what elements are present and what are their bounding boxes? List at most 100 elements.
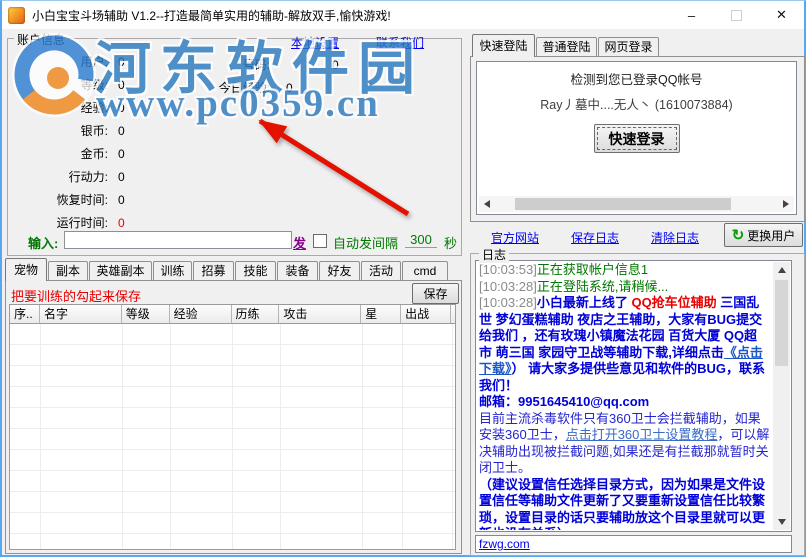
log-segment: [10:03:28] [479,295,537,310]
account-fields-left: 用户: 0 等级: 0 经验: 0 银币: 0 金币: 0 行动力: 0 恢复时间: 0 运行时间: 0 [20,50,125,234]
grid-line [362,324,363,549]
log-entry: [10:03:28]正在登陆系统,请稍候... [479,279,770,296]
log-segment: ，可以解决辅助出现被拦截问题,如果还是有拦截那就暂时关闭卫士。 [479,427,770,475]
grid-line [122,324,123,549]
column-header[interactable]: 历练 [231,305,280,323]
titlebar: 小白宝宝斗场辅助 V1.2--打造最简单实用的辅助-解放双手,愉快游戏! – ✕ [2,1,804,29]
send-link[interactable]: 发 [293,236,307,251]
login-tab[interactable]: 网页登录 [598,37,659,57]
save-log-link[interactable]: 保存日志 [571,231,620,245]
feature-tab[interactable]: 技能 [235,261,276,281]
log-text: [10:03:53]正在获取帐户信息1 [10:03:28]正在登陆系统,请稍候.… [479,262,770,530]
chevron-down-icon[interactable] [773,514,790,530]
detected-account-text: 检测到您已登录QQ帐号 [570,73,703,87]
feature-tab[interactable]: 装备 [277,261,318,281]
refresh-icon: ↻ [731,226,745,244]
chevron-up-icon[interactable] [773,262,790,278]
save-button[interactable]: 保存 [412,283,459,304]
login-tab[interactable]: 普通登陆 [536,37,597,57]
grid-line [452,324,453,549]
account-field: 号码: 0 [242,57,339,73]
log-entry: 邮箱：9951645410@qq.com [479,394,770,411]
grid-line [170,324,171,549]
close-button[interactable]: ✕ [759,1,804,29]
chevron-right-icon[interactable] [778,196,794,212]
account-field: 行动力: 0 [68,169,125,185]
chevron-left-icon[interactable] [479,196,495,212]
log-segment: QQ抢车位辅助 [631,295,717,310]
scrollbar-thumb[interactable] [775,280,788,366]
log-scrollbar[interactable] [773,262,790,530]
column-header[interactable]: 经验 [169,305,232,323]
log-entry: 目前主流杀毒软件只有360卫士会拦截辅助，如果安装360卫士，点击打开360卫士… [479,411,770,477]
account-field: 运行时间: 0 [56,215,125,231]
login-panel: 检测到您已登录QQ帐号 Ray丿墓中....无人丶 (1610073884) 快… [476,61,797,215]
feature-tab[interactable]: 好友 [319,261,360,281]
account-field: 用户: 0 [80,54,125,70]
log-entry: （建议设置信任选择目录方式，因为如果是文件设置信任等辅助文件更新了又要重新设置信… [479,477,770,531]
account-field: 恢复时间: 0 [56,192,125,208]
log-segment: [10:03:28] [479,278,537,294]
fzwg-link[interactable]: fzwg.com [479,537,530,551]
feature-tabs: 宠物 副本 英雄副本 训练 招募 技能 装备 好友 活动 cmd [5,258,449,281]
pets-table-header: 序.. 名字 等级 经验 历练 攻击星出战 [9,304,456,324]
feature-tab[interactable]: 宠物 [5,258,47,281]
column-header[interactable]: 攻击 [279,305,362,323]
account-groupbox-title: 账户信息 [14,31,69,48]
window-title: 小白宝宝斗场辅助 V1.2--打造最简单实用的辅助-解放双手,愉快游戏! [32,8,391,23]
close-icon: ✕ [776,7,787,22]
log-segment: 邮箱：9951645410@qq.com [479,394,650,409]
feature-tab[interactable]: 活动 [361,261,401,281]
grid-line [402,324,403,549]
log-link[interactable]: 点击打开360卫士设置教程 [565,427,718,442]
grid-line [232,324,233,549]
minimize-button[interactable]: – [669,1,714,29]
log-groupbox-title: 日志 [479,246,510,263]
scrollbar-thumb[interactable] [515,198,731,210]
column-header[interactable]: 序.. [10,305,40,323]
account-field: 经验: 0 [80,100,125,116]
qq-account-text: Ray丿墓中....无人丶 (1610073884) [540,98,733,112]
log-segment: 正在登陆系统,请稍候... [536,278,669,294]
log-segment: 小白最新上线了 [536,295,632,310]
column-header[interactable]: 出战 [401,305,451,323]
official-site-link[interactable]: 官方网站 [491,231,540,245]
feature-tab[interactable]: 英雄副本 [89,261,152,281]
feature-tab[interactable]: 训练 [153,261,192,281]
account-field: 金币: 0 [80,146,125,162]
feature-tab[interactable]: 副本 [48,261,88,281]
column-header[interactable]: 名字 [39,305,122,323]
footer-link-box: fzwg.com [475,535,792,553]
quick-login-button[interactable]: 快速登录 [593,124,680,153]
chat-input[interactable] [64,231,292,249]
pets-table-body[interactable] [9,324,456,550]
log-link[interactable]: 《点击下载》 [479,344,763,377]
switch-user-button[interactable]: ↻ 更换用户 [724,223,803,247]
log-entry: [10:03:28]小白最新上线了 QQ抢车位辅助 三国乱世 梦幻蛋糕辅助 夜店… [479,295,770,394]
column-header[interactable]: 等级 [121,305,170,323]
column-header [451,305,455,323]
auto-send-label: 自动发间隔 [333,236,399,251]
contact-us-link[interactable]: 联系我们 [376,36,425,50]
maximize-icon [731,9,742,21]
log-segment: [10:03:53] [479,262,537,277]
login-horizontal-scrollbar[interactable] [479,196,794,212]
quick-login-tabpage: 检测到您已登录QQ帐号 Ray丿墓中....无人丶 (1610073884) 快… [470,56,805,222]
maximize-button [714,1,759,29]
feature-tab[interactable]: cmd [402,261,448,281]
clear-log-link[interactable]: 清除日志 [651,231,700,245]
interval-input[interactable]: 300 [405,232,437,248]
feature-tab[interactable]: 招募 [193,261,234,281]
local-settings-link[interactable]: 本地设置 [291,36,340,50]
log-groupbox: [10:03:53]正在获取帐户信息1 [10:03:28]正在登陆系统,请稍候.… [470,253,805,556]
login-tab[interactable]: 快速登陆 [472,34,535,57]
minimize-icon: – [687,7,696,23]
auto-send-checkbox[interactable] [313,234,327,248]
switch-user-label: 更换用户 [747,228,796,243]
pets-tabpage: 把要训练的勾起来保存 保存 序.. 名字 等级 经验 历练 攻击星出战 [5,280,462,554]
input-label: 输入: [28,236,59,251]
account-field: 银币: 0 [80,123,125,139]
column-header[interactable]: 星 [361,305,402,323]
train-hint: 把要训练的勾起来保存 [11,289,142,304]
